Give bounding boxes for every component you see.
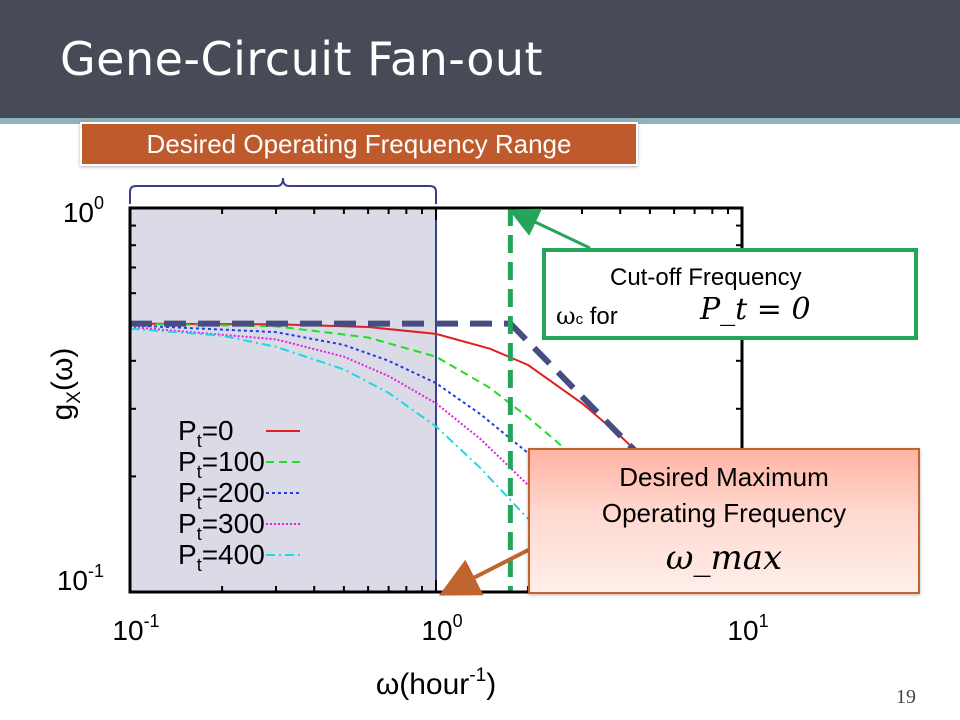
cutoff-title: Cut-off Frequency xyxy=(610,264,802,291)
slide-number: 19 xyxy=(896,686,916,708)
range-brace xyxy=(129,177,437,204)
max-frequency-callout: Desired Maximum Operating Frequency ω_ma… xyxy=(528,448,920,594)
y-tick-label: 10-1 xyxy=(57,561,104,596)
y-axis-label-main: g xyxy=(46,404,79,421)
title-bar: Gene-Circuit Fan-out xyxy=(0,0,960,118)
omega-symbol: ω xyxy=(556,302,576,330)
cutoff-arrow xyxy=(508,208,591,250)
plot-frame xyxy=(128,206,744,594)
title-accent-stripe xyxy=(0,118,960,124)
y-axis-label-sub: X xyxy=(64,391,85,404)
cutoff-symbol-line: ωc for xyxy=(556,302,618,331)
operating-range-shade xyxy=(129,207,437,593)
x-tick-label: 100 xyxy=(421,611,462,646)
series-line-4 xyxy=(129,327,529,520)
legend-label-0: Pt=0 xyxy=(178,415,234,451)
wmax-title-line2: Operating Frequency xyxy=(601,498,847,528)
y-tick-label: 100 xyxy=(63,193,104,228)
wmax-title-line1: Desired Maximum xyxy=(619,462,829,492)
cutoff-condition-math: P_t = 0 xyxy=(700,292,811,327)
x-axis-label: ω(hour-1) xyxy=(376,665,496,701)
legend-label-4: Pt=400 xyxy=(178,539,265,575)
operating-range-callout: Desired Operating Frequency Range xyxy=(80,122,638,166)
slide-title: Gene-Circuit Fan-out xyxy=(60,32,544,86)
x-tick-label: 101 xyxy=(727,611,768,646)
y-axis-label: gX(ω) xyxy=(46,348,85,421)
series-line-3 xyxy=(129,326,529,486)
y-axis-label-tail: (ω) xyxy=(46,348,79,391)
x-axis-label-sup: -1 xyxy=(469,665,486,686)
legend-label-1: Pt=100 xyxy=(178,446,265,482)
x-axis-label-tail: ) xyxy=(486,668,496,701)
x-tick-label: 10-1 xyxy=(112,611,159,646)
cutoff-for-text: for xyxy=(583,303,618,330)
omega-subscript: c xyxy=(575,311,584,328)
cutoff-frequency-callout: Cut-off Frequency ωc for P_t = 0 xyxy=(542,248,918,340)
legend-label-2: Pt=200 xyxy=(178,477,265,513)
tick-labels: 10-1 100 101 100 10-1 xyxy=(57,193,769,646)
wmax-math: ω_max xyxy=(665,538,783,578)
series-line-2 xyxy=(129,324,529,454)
series-line-1 xyxy=(129,322,583,466)
x-axis-label-main: ω(hour xyxy=(376,668,469,701)
legend-label-3: Pt=300 xyxy=(178,508,265,544)
